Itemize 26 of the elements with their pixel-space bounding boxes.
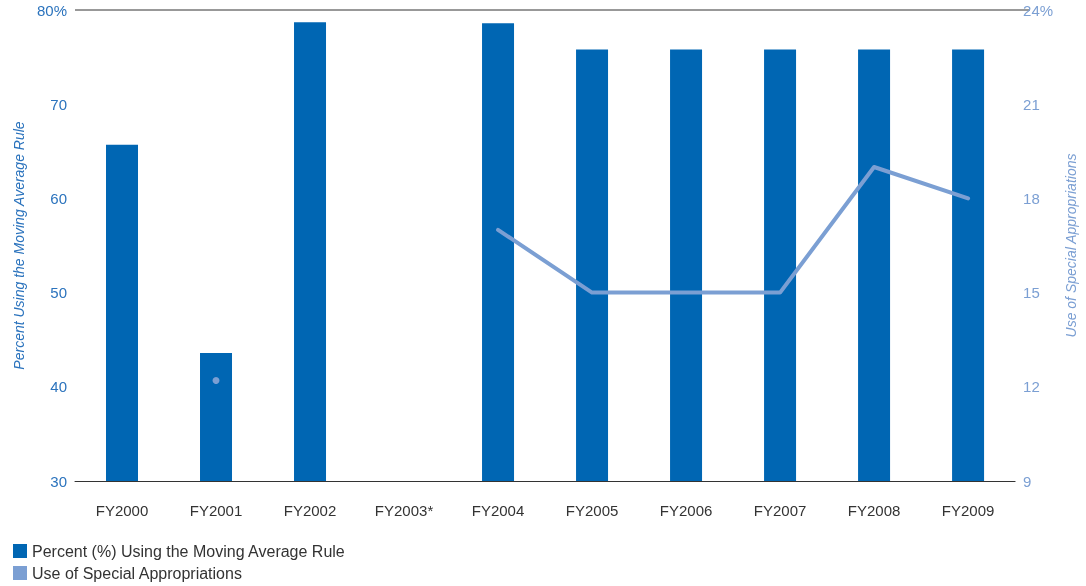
y-tick-label: 50 <box>50 284 67 302</box>
y-axis-title: Percent Using the Moving Average Rule <box>11 121 28 370</box>
y-tick-label: 40 <box>50 378 67 396</box>
x-tick-label: FY2004 <box>471 502 525 519</box>
y-tick-label: 60 <box>50 189 67 207</box>
y2-tick-label: 12 <box>1023 378 1040 396</box>
x-tick-label: FY2006 <box>659 502 713 519</box>
y2-tick-label: 9 <box>1023 472 1032 490</box>
legend-label: Use of Special Appropriations <box>32 564 242 582</box>
y2-tick-label: 21 <box>1023 95 1040 113</box>
x-tick-label: FY2003* <box>374 502 434 519</box>
y2-axis-title: Use of Special Appropriations <box>1063 153 1079 338</box>
x-tick-label: FY2002 <box>283 502 337 519</box>
y2-tick-label: 24% <box>1023 1 1054 19</box>
legend-label: Percent (%) Using the Moving Average Rule <box>32 542 345 560</box>
x-tick-label: FY2001 <box>189 502 243 519</box>
y-tick-label: 70 <box>50 95 67 113</box>
x-tick-label: FY2007 <box>753 502 807 519</box>
x-tick-label: FY2000 <box>95 502 149 519</box>
y-tick-label: 30 <box>50 472 67 490</box>
y2-tick-label: 15 <box>1023 284 1040 302</box>
x-tick-label: FY2005 <box>565 502 619 519</box>
x-tick-label: FY2008 <box>847 502 901 519</box>
y2-tick-label: 18 <box>1023 189 1040 207</box>
x-tick-label: FY2009 <box>941 502 995 519</box>
y-tick-label: 80% <box>36 1 67 19</box>
